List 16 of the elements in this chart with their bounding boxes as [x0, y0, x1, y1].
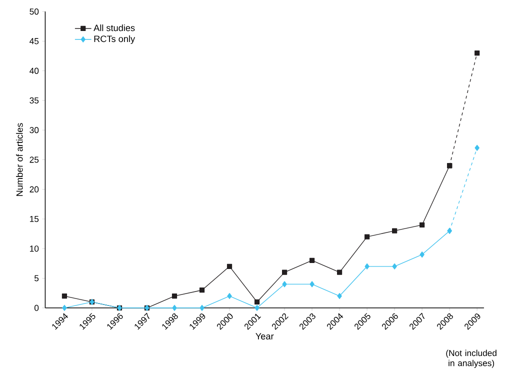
- y-tick-label: 35: [30, 98, 39, 104]
- y-tick-label: 0: [34, 304, 39, 312]
- legend-label: All studies: [94, 24, 135, 32]
- y-tick-label: 15: [30, 216, 39, 222]
- y-axis-title: Number of articles: [16, 123, 23, 196]
- y-tick-label: 45: [30, 38, 39, 44]
- legend-label: RCTs only: [94, 36, 136, 44]
- text: (Not included in analyses): [446, 350, 496, 368]
- y-tick-label: 25: [30, 156, 39, 163]
- x-axis-title: Year: [256, 333, 274, 340]
- y-tick-label: 20: [30, 186, 39, 193]
- y-tick-label: 5: [34, 275, 39, 282]
- y-tick-label: 30: [30, 127, 39, 134]
- y-tick-label: 50: [30, 8, 39, 15]
- y-tick-label: 10: [30, 246, 39, 252]
- y-tick-label: 40: [30, 68, 39, 74]
